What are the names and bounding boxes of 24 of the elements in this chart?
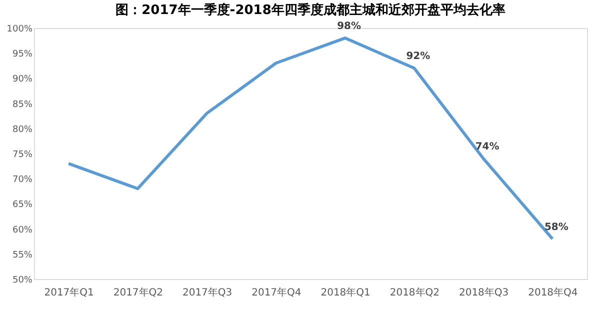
y-tick-label: 85% xyxy=(12,100,33,110)
x-tick-label: 2018年Q4 xyxy=(528,286,578,298)
x-tick-label: 2017年Q4 xyxy=(252,286,302,298)
data-label: 74% xyxy=(475,142,500,153)
data-label: 98% xyxy=(337,21,362,32)
x-tick-label: 2017年Q1 xyxy=(44,286,94,298)
y-tick-label: 50% xyxy=(12,276,33,286)
y-tick-label: 90% xyxy=(12,74,33,85)
y-tick-label: 75% xyxy=(12,150,33,160)
y-tick-label: 70% xyxy=(12,175,33,186)
y-tick-label: 80% xyxy=(12,124,33,135)
x-tick-label: 2017年Q3 xyxy=(182,286,232,298)
x-tick-label: 2018年Q3 xyxy=(458,286,509,298)
data-label: 92% xyxy=(406,51,430,62)
x-tick-label: 2018年Q1 xyxy=(320,286,370,298)
y-tick-label: 100% xyxy=(6,24,33,34)
y-tick-label: 95% xyxy=(12,50,33,60)
data-label: 58% xyxy=(544,222,568,233)
x-tick-label: 2018年Q2 xyxy=(390,286,440,298)
chart-title: 图：2017年一季度-2018年四季度成都主城和近郊开盘平均去化率 xyxy=(116,2,506,18)
y-tick-label: 55% xyxy=(12,250,33,260)
y-tick-label: 65% xyxy=(12,200,33,210)
x-tick-label: 2017年Q2 xyxy=(113,286,164,298)
y-tick-label: 60% xyxy=(12,225,33,236)
